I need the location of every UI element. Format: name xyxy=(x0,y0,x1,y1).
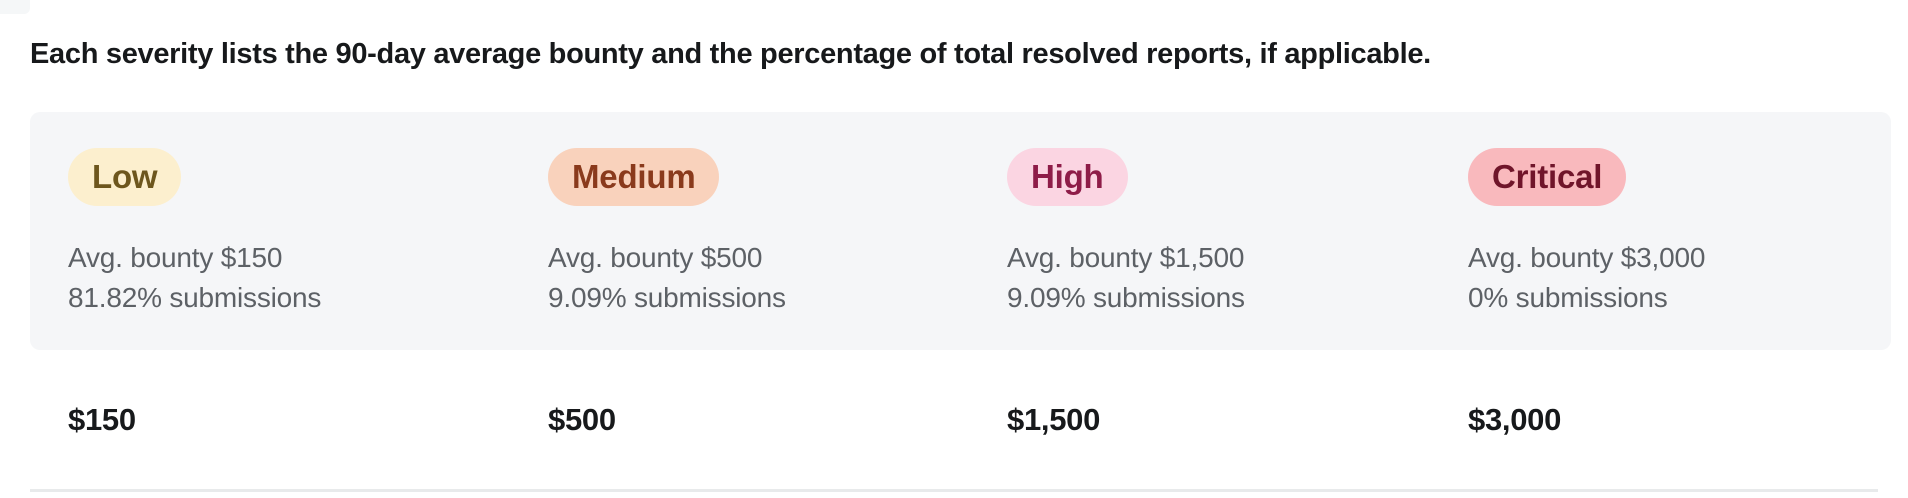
severity-description-text: Each severity lists the 90-day average b… xyxy=(30,38,1431,70)
severity-column-critical: Critical Avg. bounty $3,000 0% submissio… xyxy=(1468,148,1891,318)
severity-info-low: Avg. bounty $150 81.82% submissions xyxy=(68,238,548,318)
severity-column-high: High Avg. bounty $1,500 9.09% submission… xyxy=(1007,148,1468,318)
severity-info-medium: Avg. bounty $500 9.09% submissions xyxy=(548,238,1007,318)
bounty-amount-medium: $500 xyxy=(548,402,616,437)
bounty-amount-high: $1,500 xyxy=(1007,402,1101,437)
severity-badge-high: High xyxy=(1007,148,1128,206)
bounty-amount-row: $150 $500 $1,500 $3,000 xyxy=(30,400,1891,440)
bounty-amount-critical: $3,000 xyxy=(1468,402,1562,437)
top-left-panel-remnant xyxy=(0,0,30,14)
bottom-divider xyxy=(30,489,1878,492)
avg-bounty-text: Avg. bounty $3,000 xyxy=(1468,242,1706,273)
submissions-text: 9.09% submissions xyxy=(548,282,786,313)
severity-summary-panel: Low Avg. bounty $150 81.82% submissions … xyxy=(30,112,1891,350)
submissions-text: 81.82% submissions xyxy=(68,282,322,313)
severity-info-high: Avg. bounty $1,500 9.09% submissions xyxy=(1007,238,1468,318)
avg-bounty-text: Avg. bounty $150 xyxy=(68,242,283,273)
severity-info-critical: Avg. bounty $3,000 0% submissions xyxy=(1468,238,1891,318)
submissions-text: 0% submissions xyxy=(1468,282,1668,313)
avg-bounty-text: Avg. bounty $1,500 xyxy=(1007,242,1245,273)
submissions-text: 9.09% submissions xyxy=(1007,282,1245,313)
avg-bounty-text: Avg. bounty $500 xyxy=(548,242,763,273)
severity-badge-medium: Medium xyxy=(548,148,720,206)
severity-column-low: Low Avg. bounty $150 81.82% submissions xyxy=(68,148,548,318)
severity-badge-low: Low xyxy=(68,148,182,206)
severity-badge-critical: Critical xyxy=(1468,148,1627,206)
severity-grid: Low Avg. bounty $150 81.82% submissions … xyxy=(68,148,1891,318)
severity-column-medium: Medium Avg. bounty $500 9.09% submission… xyxy=(548,148,1007,318)
bounty-amount-low: $150 xyxy=(68,402,136,437)
